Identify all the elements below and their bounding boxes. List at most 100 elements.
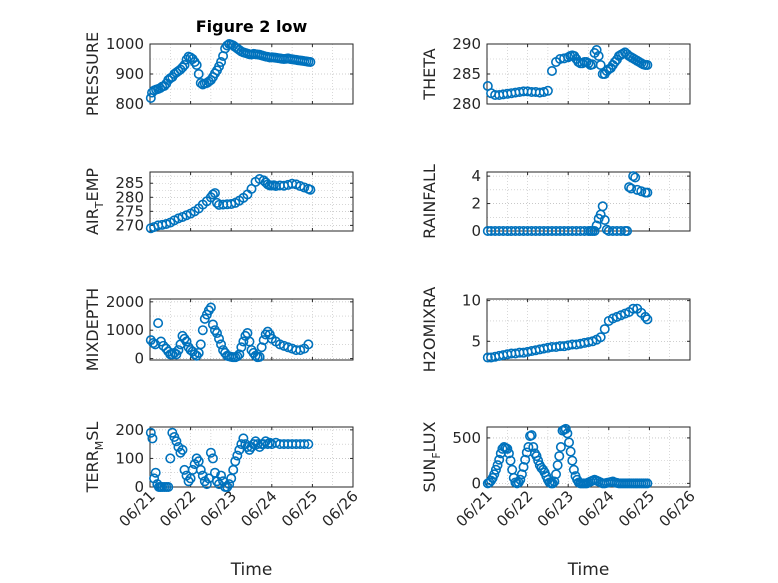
data-point	[147, 433, 158, 444]
axes-frame	[486, 298, 691, 361]
axes-frame	[149, 426, 354, 488]
x-tick-label: 06/22	[156, 487, 199, 530]
y-tick-label: 4	[471, 167, 481, 185]
y-tick-label: 1000	[106, 35, 144, 53]
data-point	[216, 470, 227, 481]
data-point	[201, 479, 212, 490]
data-point	[567, 455, 578, 466]
data-point	[207, 319, 218, 330]
axes-frame	[149, 171, 354, 232]
data-point	[547, 478, 558, 489]
data-point	[528, 441, 539, 452]
data-point	[207, 189, 218, 200]
y-axis-label: AIRTEMP	[83, 168, 106, 235]
x-tick-label: 06/24	[237, 487, 280, 530]
data-point	[518, 461, 529, 472]
data-point	[482, 352, 493, 363]
data-point	[205, 302, 216, 313]
x-tick-label: 06/23	[534, 487, 577, 530]
data-point	[593, 50, 604, 61]
data-point	[232, 351, 243, 362]
data-point	[195, 464, 206, 475]
data-point	[589, 226, 600, 237]
data-point	[173, 345, 184, 356]
data-point	[224, 479, 235, 490]
y-tick-label: 0	[134, 478, 144, 496]
data-point	[520, 454, 531, 465]
subplot-2: 280 285 290 THETA	[420, 35, 691, 113]
data-point	[565, 446, 576, 457]
data-point	[232, 450, 243, 461]
data-point	[209, 188, 220, 199]
data-point	[234, 349, 245, 360]
data-point	[552, 460, 563, 471]
x-axis-label: Time	[230, 560, 273, 580]
x-tick-label: 06/26	[656, 487, 699, 530]
data-point	[490, 464, 501, 475]
data-point	[505, 455, 516, 466]
data-point	[554, 451, 565, 462]
y-axis-label: THETA	[420, 48, 439, 100]
data-point	[305, 56, 316, 67]
data-point	[183, 476, 194, 487]
data-point	[601, 224, 612, 235]
data-point	[595, 332, 606, 343]
data-point	[214, 333, 225, 344]
chart-title: Figure 2 low	[196, 17, 308, 36]
y-tick-label: 0	[134, 350, 144, 368]
data-point	[165, 453, 176, 464]
data-point	[515, 474, 526, 485]
data-point	[197, 470, 208, 481]
x-tick-label: 06/26	[319, 487, 362, 530]
data-point	[177, 444, 188, 455]
y-axis-label: PRESSURE	[83, 32, 102, 116]
data-point	[562, 428, 573, 439]
data-point	[153, 318, 164, 329]
data-point	[150, 467, 161, 478]
y-tick-label: 285	[452, 65, 481, 83]
data-point	[254, 351, 265, 362]
data-point	[222, 481, 233, 492]
y-tick-label: 285	[115, 174, 144, 192]
data-point	[630, 172, 641, 183]
y-tick-label: 200	[115, 421, 144, 439]
y-tick-label: 900	[115, 65, 144, 83]
data-point	[591, 220, 602, 231]
x-tick-label: 06/21	[453, 487, 496, 530]
data-point	[238, 336, 249, 347]
y-tick-label: 275	[115, 202, 144, 220]
data-point	[226, 199, 237, 210]
data-point	[177, 62, 188, 73]
data-point	[626, 183, 637, 194]
data-point	[642, 187, 653, 198]
data-point	[622, 226, 633, 237]
data-point	[195, 339, 206, 350]
y-tick-label: 270	[115, 216, 144, 234]
data-point	[551, 469, 562, 480]
data-point	[236, 439, 247, 450]
data-point	[216, 339, 227, 350]
data-point	[597, 201, 608, 212]
x-axis-label: Time	[567, 560, 610, 580]
y-axis-label: MIXDEPTH	[83, 288, 102, 371]
data-point	[549, 476, 560, 487]
data-point	[538, 87, 549, 98]
data-point	[503, 448, 514, 459]
data-point	[158, 340, 169, 351]
data-point	[489, 469, 500, 480]
y-axis-label: H2OMIXRA	[420, 287, 439, 373]
y-tick-label: 100	[115, 449, 144, 467]
y-tick-label: 500	[452, 429, 481, 447]
data-point	[163, 481, 174, 492]
data-point	[191, 59, 202, 70]
axes-frame	[149, 298, 354, 361]
data-point	[482, 226, 493, 237]
y-axis-label: TERRMSL	[83, 422, 106, 494]
data-point	[546, 66, 557, 77]
data-point	[181, 336, 192, 347]
data-point	[197, 325, 208, 336]
data-point	[542, 85, 553, 96]
data-point	[516, 469, 527, 480]
data-point	[193, 69, 204, 80]
